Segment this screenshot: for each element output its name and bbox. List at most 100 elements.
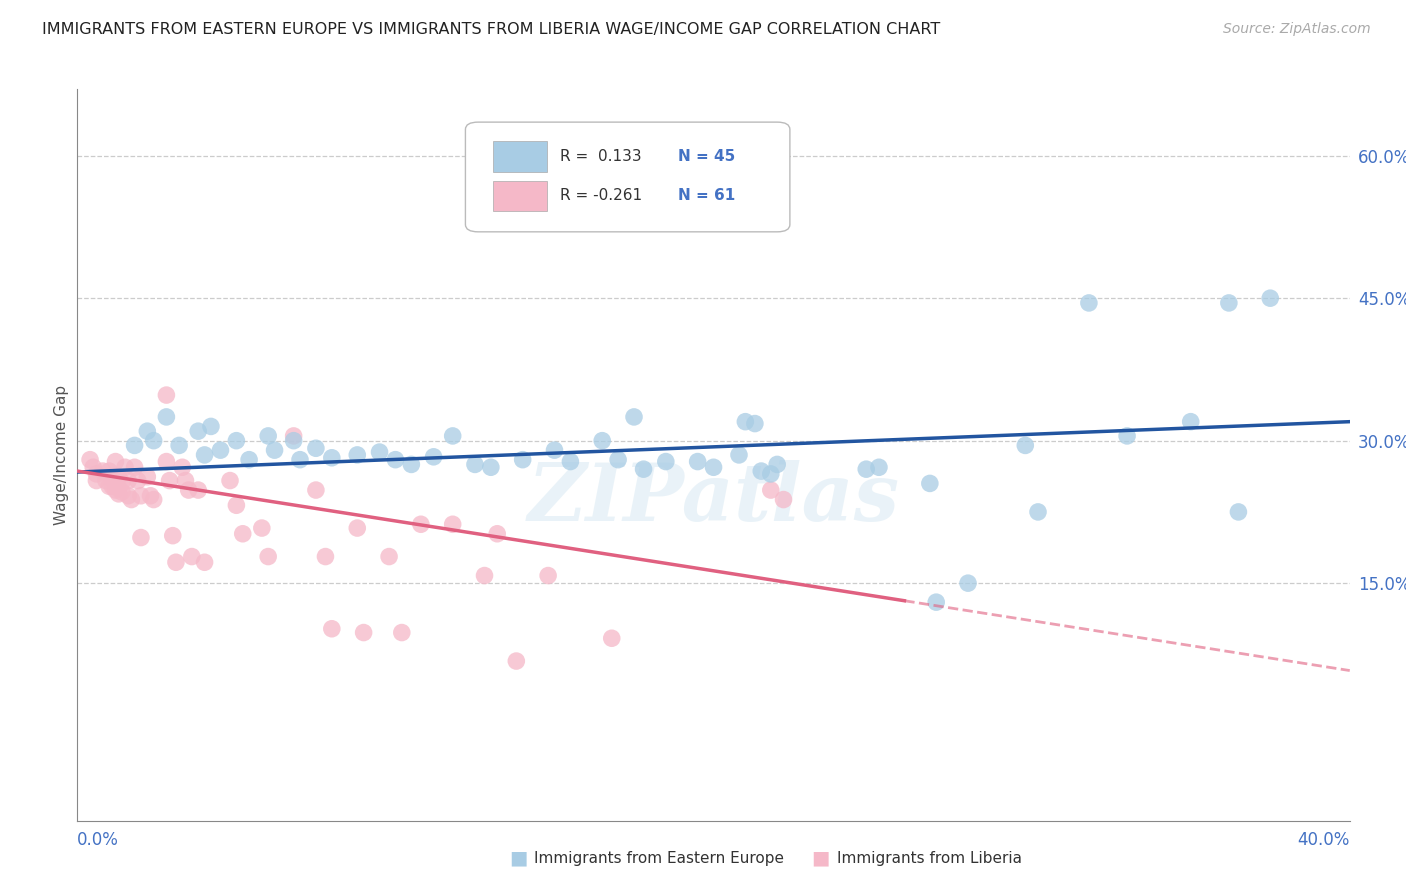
Point (1014, 438, 1036, 452)
Point (633, 462, 655, 476)
Point (728, 448, 751, 462)
Point (401, 458, 423, 472)
Point (127, 474, 149, 488)
Point (464, 458, 486, 472)
Point (107, 469, 129, 483)
FancyBboxPatch shape (494, 180, 547, 211)
Text: 0.0%: 0.0% (77, 831, 120, 849)
Point (187, 424, 209, 438)
Point (142, 492, 165, 507)
Point (384, 452, 406, 467)
Point (957, 576, 980, 591)
Point (225, 498, 247, 512)
Point (703, 460, 725, 475)
Point (441, 429, 464, 443)
Point (101, 479, 124, 493)
Point (257, 429, 280, 443)
Point (505, 654, 527, 668)
Point (111, 485, 134, 500)
Point (1227, 505, 1250, 519)
Point (321, 622, 343, 636)
Point (107, 481, 129, 495)
FancyBboxPatch shape (494, 141, 547, 172)
Text: R = -0.261: R = -0.261 (560, 188, 641, 203)
Point (129, 489, 152, 503)
Point (560, 454, 582, 468)
Point (759, 467, 782, 481)
Text: R =  0.133: R = 0.133 (560, 149, 641, 164)
Point (486, 526, 509, 541)
Point (155, 454, 177, 468)
Point (86, 467, 108, 481)
Point (124, 438, 146, 452)
Point (305, 483, 328, 497)
Point (749, 172, 772, 186)
Point (591, 434, 613, 448)
Point (172, 460, 194, 475)
Point (174, 474, 197, 488)
Point (409, 517, 432, 532)
Point (918, 476, 941, 491)
Point (257, 549, 280, 564)
Point (104, 483, 127, 497)
Point (165, 555, 187, 569)
Point (759, 483, 782, 497)
Point (219, 474, 242, 488)
Point (94, 474, 117, 488)
Point (925, 595, 948, 609)
Point (512, 452, 534, 467)
Point (766, 458, 789, 472)
FancyBboxPatch shape (465, 122, 790, 232)
Point (479, 460, 502, 475)
Point (868, 460, 890, 475)
Point (283, 429, 305, 443)
Point (346, 521, 368, 535)
Point (124, 460, 146, 475)
Point (623, 409, 645, 424)
Point (655, 454, 678, 468)
Point (314, 549, 336, 564)
Point (104, 454, 127, 468)
Point (79, 452, 101, 467)
Point (120, 492, 142, 507)
Text: 40.0%: 40.0% (1298, 831, 1350, 849)
Point (744, 417, 766, 431)
Point (1026, 505, 1049, 519)
Point (1116, 429, 1139, 443)
Point (139, 489, 162, 503)
Point (101, 472, 124, 486)
Point (167, 438, 190, 452)
Point (114, 460, 136, 475)
Point (136, 469, 159, 483)
Text: ZIPatlas: ZIPatlas (527, 460, 900, 538)
Point (607, 452, 630, 467)
Point (378, 549, 401, 564)
Point (749, 464, 772, 478)
Point (107, 487, 129, 501)
Point (441, 517, 464, 532)
Text: N = 45: N = 45 (678, 149, 735, 164)
Point (232, 526, 254, 541)
Point (82, 460, 104, 475)
Point (225, 434, 247, 448)
Point (194, 448, 217, 462)
Point (772, 492, 794, 507)
Point (305, 442, 328, 456)
Point (855, 462, 877, 476)
Point (368, 445, 391, 459)
Text: Immigrants from Eastern Europe: Immigrants from Eastern Europe (534, 851, 785, 865)
Point (263, 443, 285, 458)
Point (117, 474, 139, 488)
Point (321, 450, 343, 465)
Point (155, 409, 177, 424)
Point (177, 483, 200, 497)
Point (474, 568, 496, 582)
Text: ■: ■ (509, 848, 527, 868)
Point (1218, 296, 1240, 310)
Point (194, 555, 217, 569)
Text: Immigrants from Liberia: Immigrants from Liberia (837, 851, 1022, 865)
Point (250, 521, 273, 535)
Point (734, 415, 756, 429)
Point (159, 474, 181, 488)
Point (129, 531, 152, 545)
